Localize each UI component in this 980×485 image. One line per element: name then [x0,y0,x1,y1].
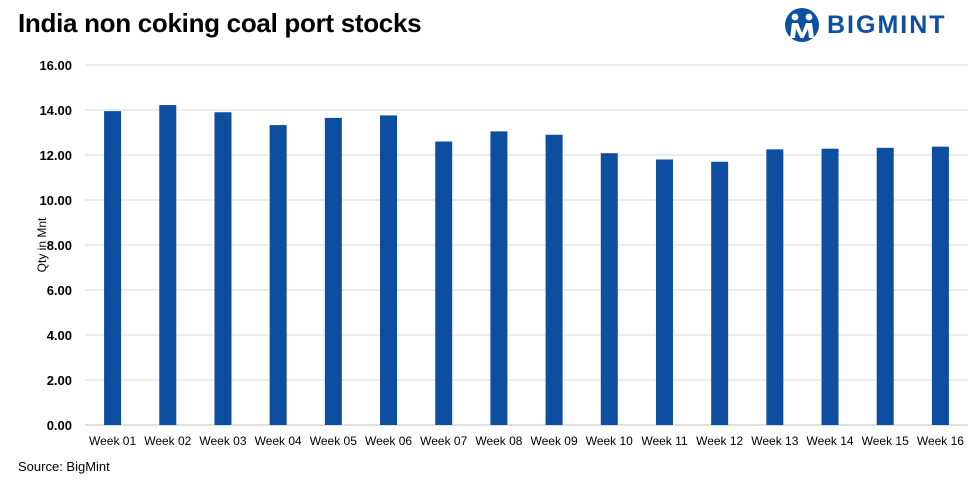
x-axis-ticks: Week 01 Week 02 Week 03 Week 04 Week 05 Week … [89,434,964,448]
source-note: Source: BigMint [18,459,110,474]
bar-week-11 [655,159,673,425]
bar-week-04 [269,125,287,425]
x-tick-label: Week 09 [531,434,578,448]
bar-week-14 [821,148,839,425]
x-tick-label: Week 07 [420,434,467,448]
x-tick-label: Week 03 [199,434,246,448]
bigmint-logo-text: BIGMINT [827,10,947,39]
x-tick-label: Week 01 [89,434,136,448]
y-tick-label: 10.00 [39,193,72,208]
y-tick-label: 2.00 [47,373,72,388]
bar-week-06 [380,115,398,426]
bar-week-15 [876,147,894,426]
x-tick-label: Week 15 [862,434,909,448]
y-axis-label: Qty in Mnt [35,217,49,272]
bigmint-logo-icon [785,8,819,42]
x-tick-label: Week 02 [144,434,191,448]
bar-week-07 [435,141,453,425]
bar-week-09 [545,134,563,425]
x-tick-label: Week 04 [255,434,302,448]
bar-week-16 [931,146,949,426]
y-tick-label: 16.00 [39,58,72,73]
gridlines [85,64,968,426]
bar-week-08 [490,131,508,425]
x-tick-label: Week 05 [310,434,357,448]
bar-week-03 [214,112,232,425]
x-tick-label: Week 14 [806,434,853,448]
bars [104,105,949,426]
y-tick-label: 0.00 [47,418,72,433]
y-tick-label: 8.00 [47,238,72,253]
y-tick-label: 14.00 [39,103,72,118]
x-tick-label: Week 13 [751,434,798,448]
bar-week-12 [711,161,729,425]
bar-week-01 [104,111,122,425]
x-tick-label: Week 12 [696,434,743,448]
x-tick-label: Week 16 [917,434,964,448]
bar-week-10 [600,153,618,425]
bar-week-13 [766,149,784,425]
chart-title: India non coking coal port stocks [18,8,422,38]
y-tick-label: 6.00 [47,283,72,298]
y-tick-label: 4.00 [47,328,72,343]
x-tick-label: Week 10 [586,434,633,448]
x-tick-label: Week 06 [365,434,412,448]
bar-week-05 [324,117,342,425]
bigmint-logo: BIGMINT [783,6,947,44]
y-axis-ticks: 0.00 2.00 4.00 6.00 8.00 10.00 12.00 14.00 16.00 [39,58,72,433]
y-tick-label: 12.00 [39,148,72,163]
bar-week-02 [159,105,177,426]
x-tick-label: Week 08 [475,434,522,448]
x-tick-label: Week 11 [641,434,688,448]
